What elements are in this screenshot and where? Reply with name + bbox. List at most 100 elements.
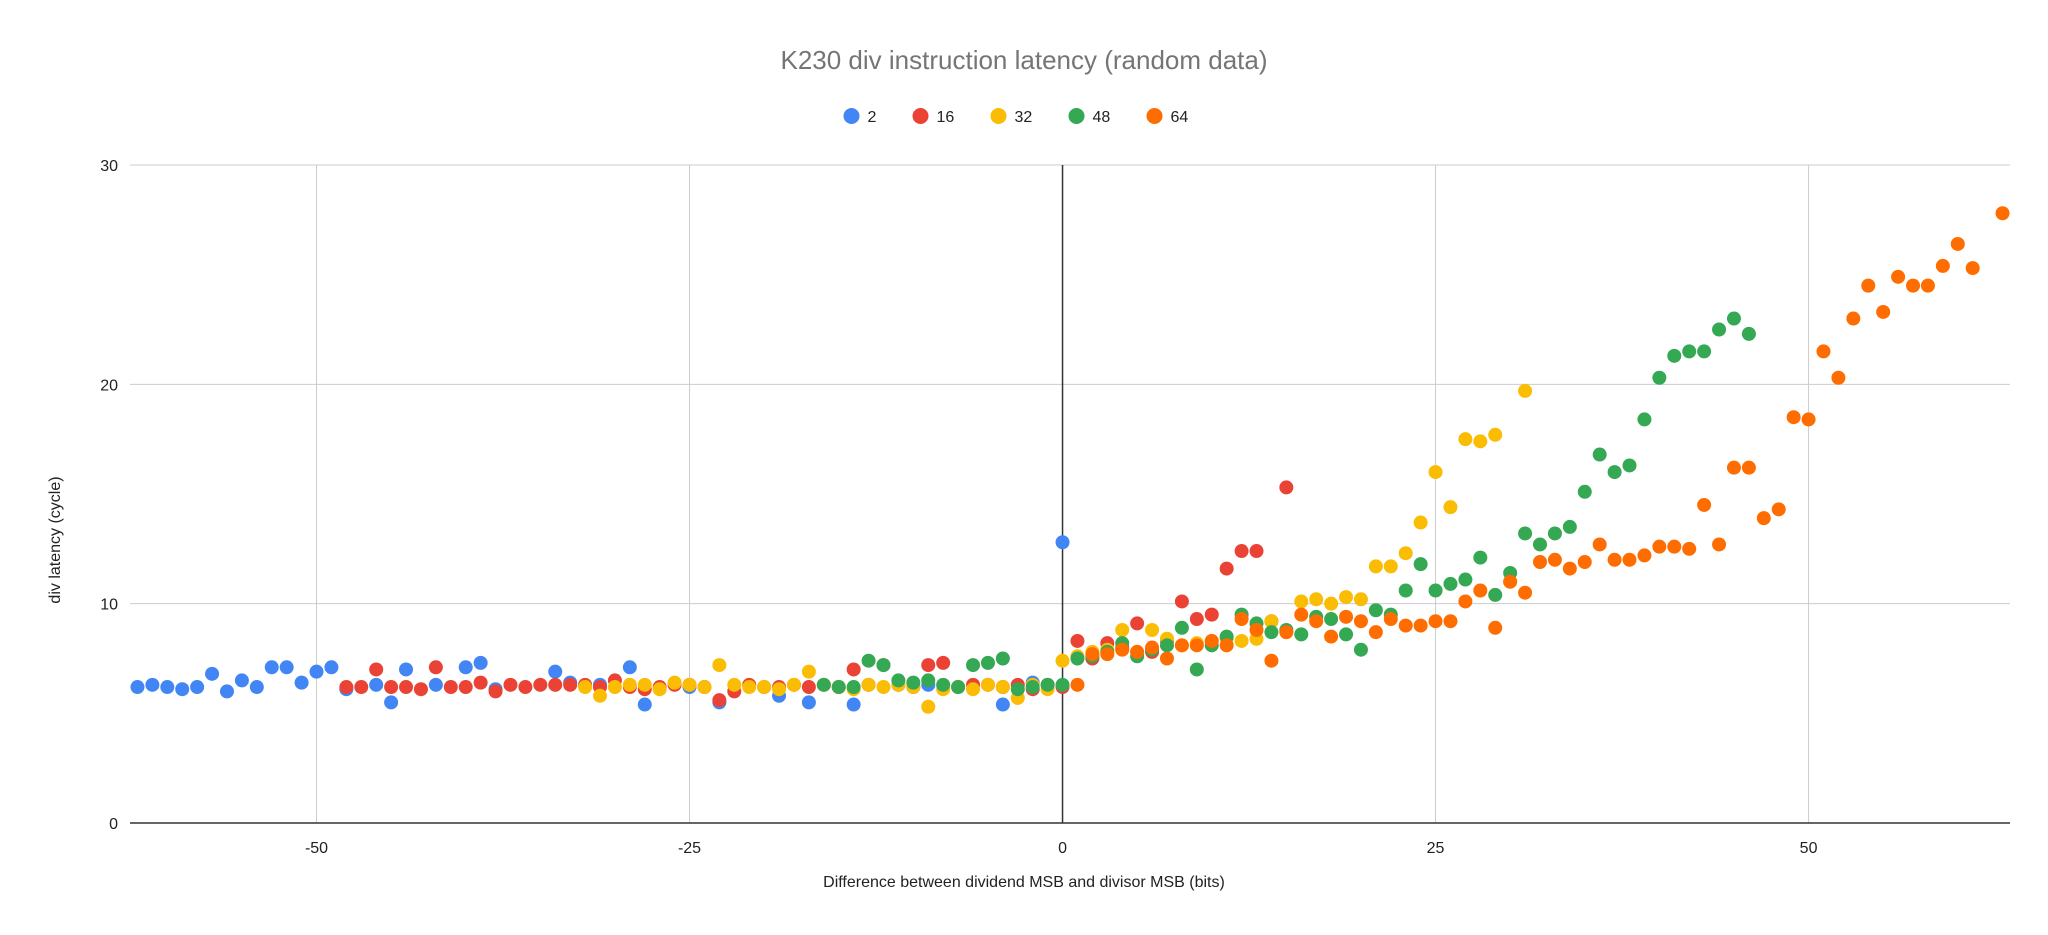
data-point-series-48 — [876, 658, 891, 673]
data-point-series-64 — [1667, 539, 1682, 554]
data-point-series-48 — [1592, 447, 1607, 462]
legend-marker-32 — [990, 108, 1007, 124]
data-point-series-32 — [1518, 383, 1533, 398]
data-point-series-32 — [667, 675, 682, 690]
data-point-series-48 — [1339, 627, 1354, 642]
data-point-series-64 — [1607, 552, 1622, 567]
data-point-series-48 — [1174, 620, 1189, 635]
data-point-series-64 — [1264, 653, 1279, 668]
data-point-series-32 — [995, 680, 1010, 695]
data-point-series-48 — [1652, 370, 1667, 385]
data-point-series-48 — [1070, 651, 1085, 666]
data-point-series-16 — [354, 680, 369, 695]
data-point-series-32 — [1443, 500, 1458, 515]
data-point-series-16 — [1174, 594, 1189, 609]
data-point-series-64 — [1294, 607, 1309, 622]
data-point-series-16 — [518, 680, 533, 695]
data-point-series-32 — [1488, 427, 1503, 442]
data-point-series-64 — [1339, 609, 1354, 624]
data-point-series-48 — [831, 680, 846, 695]
data-point-series-64 — [1906, 278, 1921, 293]
data-point-series-48 — [1622, 458, 1637, 473]
data-point-series-64 — [1353, 614, 1368, 629]
data-point-series-32 — [786, 677, 801, 692]
data-point-series-48 — [1547, 526, 1562, 541]
legend-marker-48 — [1068, 108, 1085, 124]
data-point-series-16 — [1279, 480, 1294, 495]
data-point-series-64 — [1443, 614, 1458, 629]
data-point-series-64 — [1234, 612, 1249, 627]
chart-title: K230 div instruction latency (random dat… — [780, 45, 1267, 75]
data-point-series-64 — [1518, 585, 1533, 600]
y-tick-label: 0 — [109, 816, 118, 833]
data-point-series-64 — [1995, 206, 2010, 221]
data-point-series-2 — [324, 660, 339, 675]
data-point-series-16 — [369, 662, 384, 677]
data-point-series-48 — [861, 653, 876, 668]
x-tick-label: 0 — [1058, 840, 1067, 857]
data-point-series-48 — [966, 658, 981, 673]
y-tick-label: 20 — [100, 377, 118, 394]
data-point-series-2 — [160, 680, 175, 695]
data-point-series-64 — [1249, 622, 1264, 637]
data-point-series-16 — [1249, 544, 1264, 559]
gridlines — [130, 164, 2010, 823]
data-point-series-16 — [443, 680, 458, 695]
data-point-series-48 — [1040, 677, 1055, 692]
data-point-series-64 — [1100, 647, 1115, 662]
x-tick-label: 25 — [1427, 840, 1445, 857]
data-point-series-16 — [428, 660, 443, 675]
data-point-series-32 — [1309, 592, 1324, 607]
data-point-series-48 — [1712, 322, 1727, 337]
data-point-series-32 — [1413, 515, 1428, 530]
data-point-series-2 — [399, 662, 414, 677]
data-point-series-2 — [458, 660, 473, 675]
data-point-series-2 — [234, 673, 249, 688]
data-point-series-64 — [1398, 618, 1413, 633]
data-point-series-64 — [1577, 554, 1592, 569]
data-point-series-32 — [1234, 633, 1249, 648]
data-point-series-32 — [682, 677, 697, 692]
data-point-series-32 — [861, 677, 876, 692]
data-point-series-64 — [1562, 561, 1577, 576]
data-point-series-64 — [1488, 620, 1503, 635]
y-tick-label: 10 — [100, 597, 118, 614]
data-point-series-64 — [1965, 261, 1980, 276]
data-point-series-64 — [1876, 304, 1891, 319]
x-tick-label: -25 — [678, 840, 701, 857]
data-point-series-32 — [921, 699, 936, 714]
data-point-series-2 — [219, 684, 234, 699]
data-point-series-32 — [727, 677, 742, 692]
data-point-series-48 — [1055, 677, 1070, 692]
data-point-series-48 — [921, 673, 936, 688]
data-point-series-48 — [1264, 625, 1279, 640]
data-point-series-32 — [1368, 559, 1383, 574]
y-tick-label: 30 — [100, 158, 118, 175]
data-point-series-16 — [488, 684, 503, 699]
data-point-series-16 — [712, 693, 727, 708]
data-point-series-16 — [339, 680, 354, 695]
data-point-series-32 — [1353, 592, 1368, 607]
data-point-series-32 — [980, 677, 995, 692]
data-point-series-2 — [384, 695, 399, 710]
data-point-series-64 — [1637, 548, 1652, 563]
data-point-series-16 — [921, 658, 936, 673]
data-point-series-64 — [1189, 638, 1204, 653]
data-point-series-2 — [622, 660, 637, 675]
data-point-series-16 — [473, 675, 488, 690]
data-point-series-64 — [1831, 370, 1846, 385]
data-point-series-64 — [1219, 638, 1234, 653]
data-point-series-48 — [1577, 484, 1592, 499]
data-point-series-48 — [1458, 572, 1473, 587]
data-point-series-64 — [1726, 460, 1741, 475]
data-point-series-32 — [801, 664, 816, 679]
data-point-series-16 — [458, 680, 473, 695]
x-tick-label: 50 — [1800, 840, 1818, 857]
data-point-series-16 — [846, 662, 861, 677]
data-point-series-64 — [1383, 612, 1398, 627]
data-point-series-16 — [533, 677, 548, 692]
y-axis-title: div latency (cycle) — [47, 476, 64, 603]
data-point-series-48 — [1443, 576, 1458, 591]
data-point-series-64 — [1458, 594, 1473, 609]
